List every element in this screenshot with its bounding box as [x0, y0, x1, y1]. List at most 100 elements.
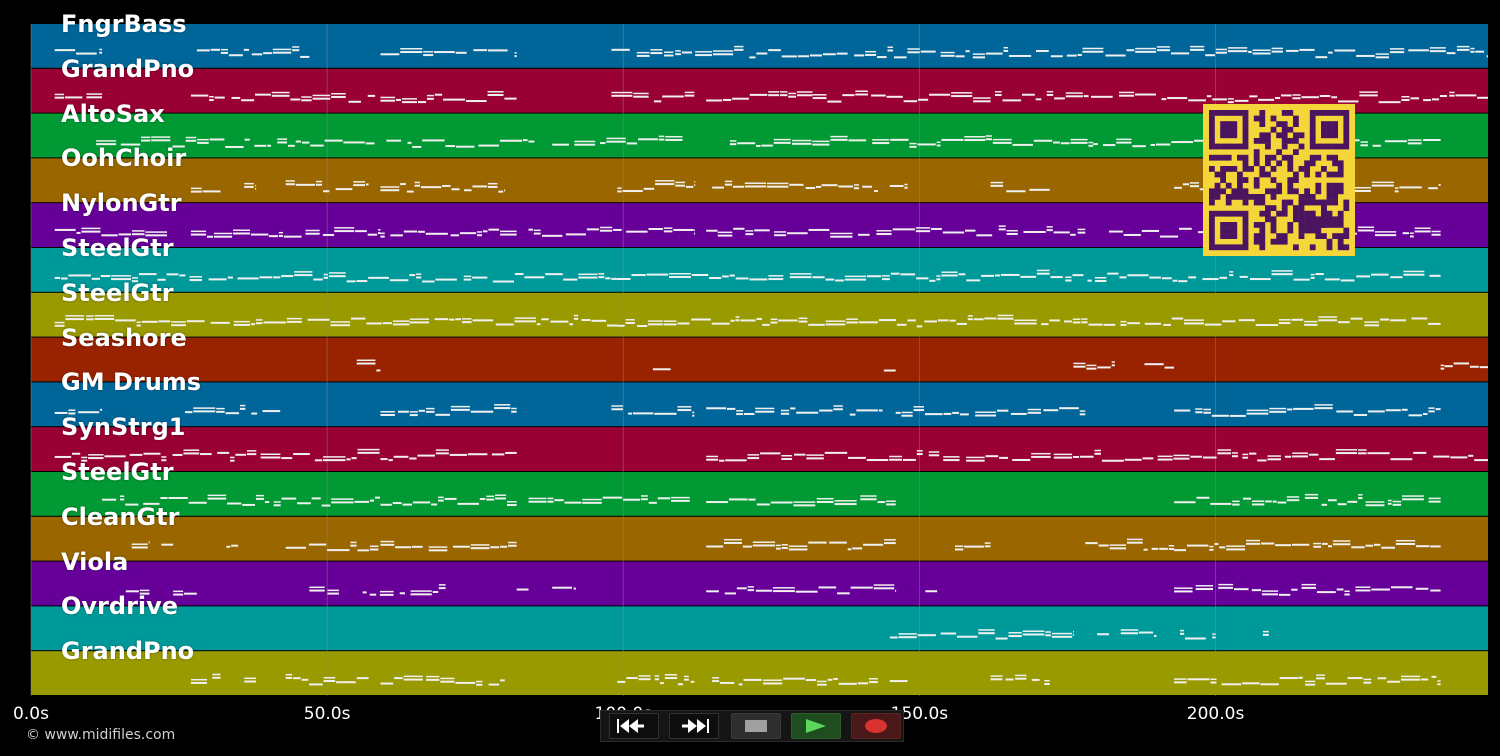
- note: [461, 318, 472, 320]
- note: [598, 273, 605, 275]
- note: [259, 276, 273, 279]
- note: [819, 409, 833, 412]
- note: [984, 545, 991, 548]
- rewind-button[interactable]: [609, 713, 659, 739]
- note: [335, 188, 353, 191]
- note: [650, 49, 663, 51]
- note: [1415, 587, 1429, 590]
- note: [726, 407, 736, 410]
- note: [1195, 408, 1203, 410]
- note: [1363, 681, 1372, 684]
- note: [625, 319, 635, 321]
- note: [863, 543, 884, 546]
- note: [1086, 367, 1097, 370]
- note: [798, 320, 808, 323]
- note: [763, 679, 783, 681]
- note: [1315, 273, 1324, 276]
- note: [212, 673, 221, 676]
- note: [494, 404, 511, 406]
- note: [1033, 139, 1053, 142]
- note: [321, 504, 331, 507]
- note: [305, 229, 320, 232]
- note: [1242, 497, 1252, 500]
- note: [1252, 52, 1271, 55]
- note: [967, 318, 973, 321]
- note: [406, 190, 414, 193]
- note: [717, 231, 733, 234]
- note: [1468, 454, 1474, 457]
- note: [273, 276, 281, 279]
- note: [706, 501, 729, 504]
- note: [1301, 96, 1319, 99]
- stop-button[interactable]: [731, 713, 781, 739]
- record-button[interactable]: [851, 713, 901, 739]
- note: [1079, 413, 1086, 416]
- note: [486, 498, 495, 501]
- note: [233, 320, 250, 323]
- note: [377, 232, 381, 235]
- note: [787, 232, 808, 235]
- note: [903, 100, 918, 103]
- note: [380, 235, 385, 238]
- fast-forward-button[interactable]: [669, 713, 719, 739]
- note: [287, 144, 295, 147]
- note: [725, 459, 747, 462]
- note: [1278, 322, 1291, 325]
- note: [315, 183, 323, 186]
- note: [1286, 499, 1300, 502]
- note: [145, 234, 168, 237]
- note: [780, 94, 788, 97]
- note: [1274, 97, 1281, 100]
- note: [1086, 364, 1097, 367]
- note: [694, 229, 696, 232]
- note: [924, 320, 937, 323]
- note: [1278, 319, 1291, 321]
- note: [264, 501, 270, 504]
- note: [1233, 588, 1249, 591]
- note: [852, 547, 863, 550]
- track-notes: [54, 45, 1488, 59]
- note: [380, 540, 395, 543]
- play-button[interactable]: [791, 713, 841, 739]
- note: [951, 95, 973, 98]
- transport-bar: [600, 710, 904, 742]
- note: [1287, 408, 1293, 411]
- note: [736, 413, 744, 416]
- note: [1081, 318, 1088, 320]
- note: [677, 683, 684, 686]
- note: [773, 138, 791, 141]
- note: [262, 410, 281, 413]
- note: [1072, 274, 1084, 277]
- note: [780, 91, 788, 93]
- note: [331, 96, 346, 99]
- note: [54, 276, 61, 279]
- note: [1168, 545, 1175, 547]
- note: [756, 503, 770, 506]
- note: [1355, 586, 1371, 588]
- note: [54, 49, 76, 52]
- note: [898, 633, 917, 635]
- note: [268, 235, 278, 238]
- note: [1120, 632, 1139, 635]
- note: [1318, 316, 1338, 318]
- note: [1336, 588, 1344, 591]
- note: [907, 48, 920, 50]
- note: [1211, 414, 1229, 417]
- note: [1319, 458, 1335, 461]
- note: [1107, 272, 1119, 275]
- note: [1238, 319, 1255, 322]
- note: [812, 97, 827, 100]
- note: [712, 53, 734, 56]
- note: [854, 54, 865, 57]
- note: [202, 190, 221, 193]
- note: [131, 546, 148, 549]
- note: [1360, 144, 1368, 147]
- note: [770, 321, 778, 324]
- note: [1022, 93, 1035, 96]
- note: [1187, 678, 1210, 681]
- note: [1218, 586, 1234, 589]
- note: [423, 54, 434, 57]
- note: [283, 235, 302, 238]
- note: [435, 413, 451, 416]
- note: [104, 455, 126, 458]
